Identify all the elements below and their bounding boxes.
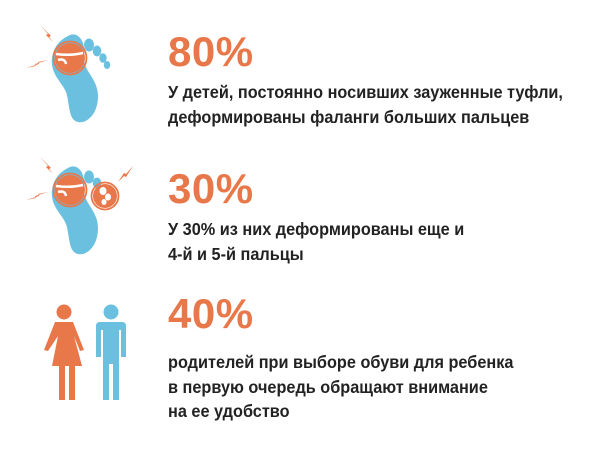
stat-block-80: 80% У детей, постоянно носивших зауженны… <box>168 30 593 129</box>
text-line: родителей при выборе обуви для ребенка <box>168 352 514 372</box>
man-figure <box>96 304 126 400</box>
text-line: У детей, постоянно носивших зауженные ту… <box>168 82 563 102</box>
foot-toes-pain-icon <box>26 157 133 255</box>
stat-value: 40% <box>168 290 254 337</box>
stat-value: 80% <box>168 28 254 75</box>
foot-big-toe-pain-icon <box>26 25 111 123</box>
text-line: в первую очередь обращают внимание <box>168 376 488 397</box>
text-line: на ее удобство <box>168 401 290 421</box>
stat-description: родителей при выборе обуви для ребенка в… <box>168 350 513 424</box>
stat-value: 30% <box>168 165 254 212</box>
stat-description: У детей, постоянно носивших зауженные ту… <box>168 80 563 129</box>
stat-block-40: 40% родителей при выборе обуви для ребен… <box>168 292 539 424</box>
stat-description: У 30% из них деформированы еще и 4-й и 5… <box>168 217 464 266</box>
stat-block-30: 30% У 30% из них деформированы еще и 4-й… <box>168 167 487 266</box>
parents-icon <box>44 304 126 400</box>
woman-figure <box>44 304 84 400</box>
text-line: 4-й и 5-й пальцы <box>168 243 304 264</box>
text-line: У 30% из них деформированы еще и <box>168 219 465 239</box>
text-line: деформированы фаланги больших пальцев <box>168 106 530 127</box>
